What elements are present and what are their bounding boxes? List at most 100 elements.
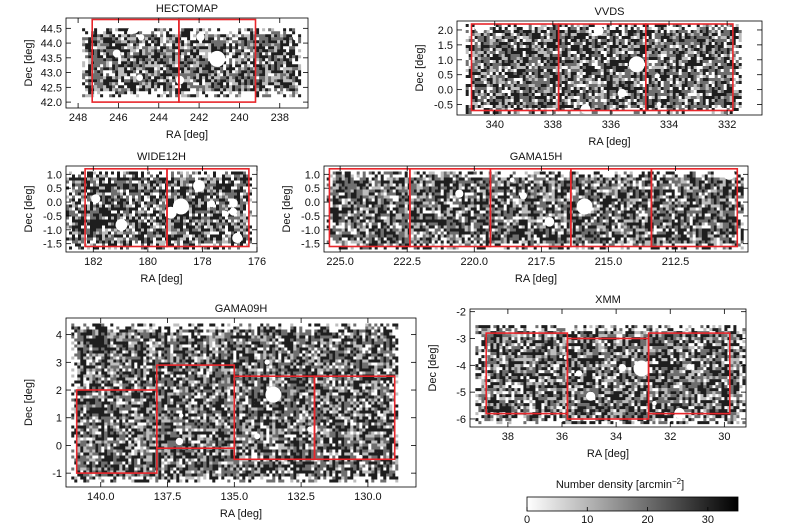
y-axis-label-hectomap: Dec [deg]: [23, 39, 35, 86]
density-map-wide12h: [66, 171, 252, 250]
panel-title-xmm: XMM: [595, 294, 621, 306]
x-ticks-xmm: 38 36 34 32 30: [502, 309, 730, 443]
boxes-vvds: [470, 23, 734, 112]
x-tick-label: 140.0: [87, 491, 115, 503]
y-tick-label: -2: [456, 307, 466, 319]
y-tick-label: 0.0: [305, 197, 320, 209]
density-map-xmm: [475, 325, 746, 425]
panel-title-wide12h: WIDE12H: [137, 151, 186, 163]
y-tick-label: -1.0: [43, 225, 62, 237]
y-tick-label: 43.5: [41, 53, 62, 65]
x-ticks-gama15h: 225.0 222.5 220.0 217.5 215.0 212.5: [326, 166, 689, 268]
colorbar-label-close: ]: [681, 479, 684, 491]
y-tick-label: 44.0: [41, 38, 62, 50]
x-tick-label: 32: [664, 431, 676, 443]
y-ticks-vvds: -0.5 0.0 0.5 1.0 1.5 2.0: [434, 25, 762, 112]
panel-hectomap: 248 246 244 242 240 238 42.0 42.5 43.0 43.5 44.0 44…: [23, 3, 309, 141]
x-axis-label-gama09h: RA [deg]: [220, 508, 262, 520]
y-axis-label-xmm: Dec [deg]: [427, 344, 439, 391]
colorbar-label-exponent: −2: [672, 477, 682, 486]
x-tick-label: 340: [486, 119, 504, 131]
boxes-gama15h: [328, 168, 739, 248]
y-tick-label: 0: [56, 440, 62, 452]
x-ticks-gama09h: 140.0 137.5 135.0 132.5 130.0: [87, 318, 382, 503]
box-xmm-3: [647, 332, 731, 415]
y-tick-label: -1: [52, 468, 62, 480]
panel-title-vvds: VVDS: [595, 6, 625, 18]
panel-wide12h: 182 180 178 176 -1.5 -1.0 -0.5 0.0 0.5 1.0 WIDE12H…: [23, 151, 266, 285]
panel-vvds: 340 338 336 334 332 -0.5 0.0 0.5 1.0 1.5 2.0 VVDS RA…: [414, 6, 763, 148]
density-map-gama09h: [71, 323, 399, 483]
y-tick-label: 1.0: [438, 55, 453, 67]
x-axis-label-wide12h: RA [deg]: [140, 273, 182, 285]
x-tick-label: 238: [271, 112, 289, 124]
plot-frame-vvds: [456, 20, 763, 116]
x-axis-label-xmm: RA [deg]: [587, 448, 629, 460]
panel-title-hectomap: HECTOMAP: [156, 3, 218, 15]
colorbar-tick-label: 30: [702, 514, 714, 526]
y-ticks-gama15h: -1.5 -1.0 -0.5 0.0 0.5 1.0: [301, 169, 748, 251]
box-vvds-3: [644, 23, 734, 112]
boxes-gama09h: [75, 364, 396, 474]
x-tick-label: 178: [193, 256, 211, 268]
y-axis-label-gama15h: Dec [deg]: [281, 185, 293, 232]
plot-frame-hectomap: [65, 17, 309, 109]
y-tick-label: 44.5: [41, 23, 62, 35]
boxes-xmm: [485, 332, 731, 420]
y-tick-label: 0.0: [47, 197, 62, 209]
y-tick-label: -4: [456, 360, 466, 372]
y-tick-label: 1.0: [47, 169, 62, 181]
box-gama09h-4: [313, 375, 396, 461]
x-tick-label: 244: [150, 112, 168, 124]
plot-frame-wide12h: [65, 165, 258, 253]
density-map-gama15h: [326, 168, 744, 250]
x-tick-label: 176: [248, 256, 266, 268]
y-axis-label-gama09h: Dec [deg]: [23, 379, 35, 426]
density-map-hectomap: [82, 23, 302, 98]
x-tick-label: 332: [718, 119, 736, 131]
colorbar-label: Number density [arcmin−2]: [556, 477, 684, 491]
x-ticks-vvds: 340 338 336 334 332: [486, 21, 736, 131]
colorbar: Number density [arcmin−2] 0 10 20 30: [524, 477, 739, 526]
colorbar-ticks: 0 10 20 30: [524, 507, 714, 526]
y-tick-label: -5: [456, 387, 466, 399]
panel-title-gama15h: GAMA15H: [510, 151, 563, 163]
y-tick-label: -0.5: [43, 211, 62, 223]
plot-frame-gama09h: [65, 317, 417, 488]
y-tick-label: 1: [56, 413, 62, 425]
colorbar-gradient: [526, 496, 739, 512]
y-tick-label: 4: [56, 330, 62, 342]
x-tick-label: 180: [139, 256, 157, 268]
y-tick-label: 42.0: [41, 97, 62, 109]
y-tick-label: 0.5: [47, 183, 62, 195]
x-axis-label-hectomap: RA [deg]: [166, 129, 208, 141]
y-tick-label: -1.5: [43, 239, 62, 251]
x-tick-label: 135.0: [221, 491, 249, 503]
colorbar-tick-label: 10: [581, 514, 593, 526]
x-tick-label: 30: [718, 431, 730, 443]
x-tick-label: 248: [69, 112, 87, 124]
x-tick-label: 212.5: [662, 256, 690, 268]
x-tick-label: 336: [602, 119, 620, 131]
y-ticks-gama09h: -1 0 1 2 3 4: [52, 330, 416, 480]
boxes-wide12h: [84, 168, 250, 248]
x-tick-label: 242: [190, 112, 208, 124]
y-tick-label: -6: [456, 414, 466, 426]
x-axis-label-vvds: RA [deg]: [588, 136, 630, 148]
x-tick-label: 182: [84, 256, 102, 268]
colorbar-label-main: Number density [arcmin: [556, 479, 672, 491]
y-tick-label: 0.0: [438, 85, 453, 97]
x-tick-label: 240: [230, 112, 248, 124]
x-tick-label: 334: [660, 119, 678, 131]
x-tick-label: 137.5: [154, 491, 182, 503]
x-tick-label: 225.0: [326, 256, 354, 268]
panel-title-gama09h: GAMA09H: [215, 303, 268, 315]
x-tick-label: 38: [502, 431, 514, 443]
x-tick-label: 36: [556, 431, 568, 443]
x-ticks-wide12h: 182 180 178 176: [84, 166, 266, 268]
box-gama15h-5: [650, 168, 739, 248]
x-tick-label: 130.0: [354, 491, 382, 503]
colorbar-tick-label: 20: [641, 514, 653, 526]
y-tick-label: -0.5: [434, 100, 453, 112]
